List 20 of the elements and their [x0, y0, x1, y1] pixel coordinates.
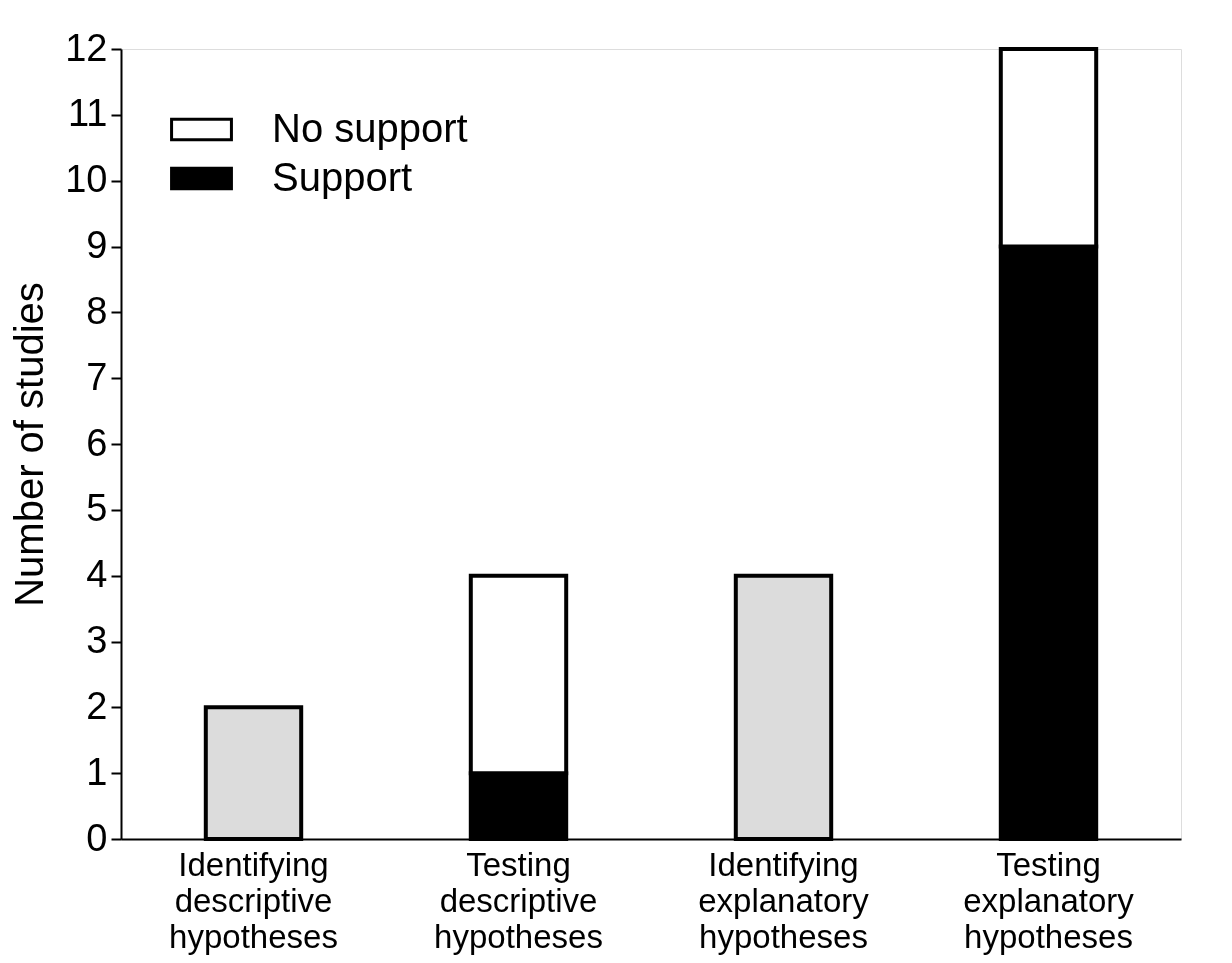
- y-axis-title: Number of studies: [7, 282, 52, 607]
- y-tick-label: 10: [65, 158, 108, 201]
- x-tick-label: Identifying descriptive hypotheses: [169, 845, 338, 955]
- y-tick-label: 0: [86, 816, 108, 859]
- legend-label: No support: [272, 105, 468, 150]
- y-tick-label: 5: [86, 487, 108, 530]
- y-tick-label: 6: [86, 421, 108, 464]
- y-tick-label: 11: [68, 92, 108, 135]
- legend-label: Support: [272, 154, 413, 199]
- y-tick-label: 9: [86, 224, 108, 266]
- x-tick-label: Testing descriptive hypotheses: [434, 845, 603, 955]
- y-tick-label: 7: [86, 355, 108, 398]
- y-tick-label: 2: [86, 684, 108, 727]
- y-tick-label: 12: [65, 26, 108, 69]
- x-tick-label: Testing explanatory hypotheses: [963, 845, 1135, 955]
- y-tick-label: 1: [86, 750, 108, 793]
- y-tick-label: 4: [86, 553, 108, 596]
- y-tick-label: 3: [86, 619, 108, 661]
- x-tick-label: Identifying explanatory hypotheses: [698, 845, 870, 955]
- y-tick-label: 8: [86, 289, 108, 332]
